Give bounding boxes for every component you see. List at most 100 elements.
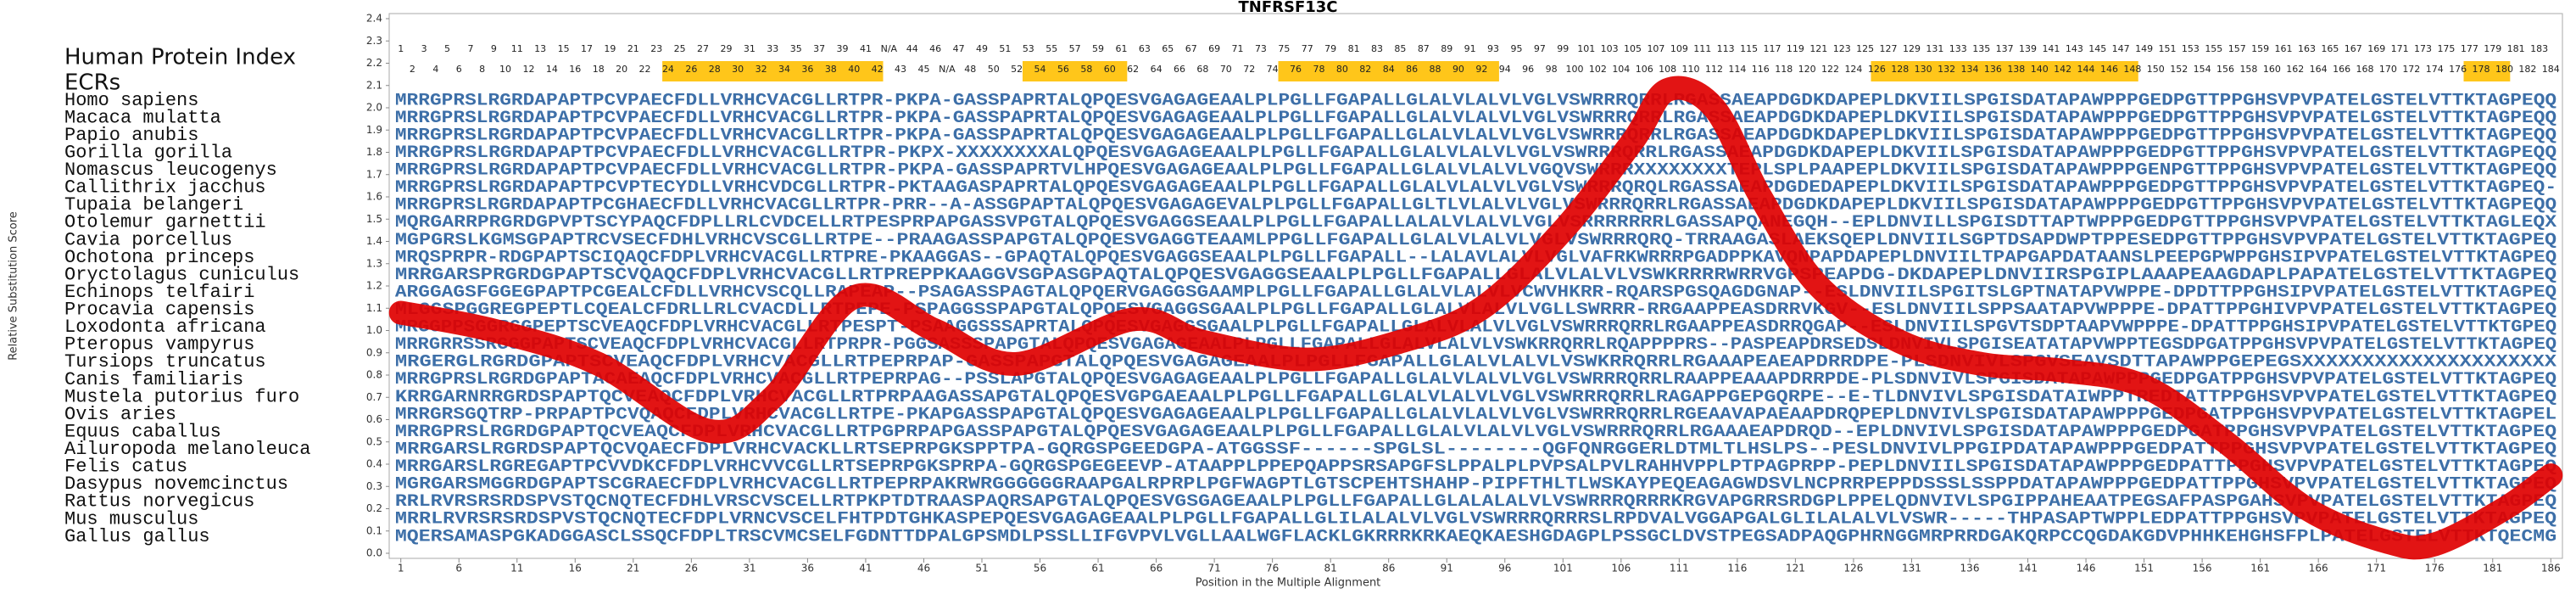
human-index: 5: [444, 43, 450, 54]
human-index: 167: [2345, 43, 2362, 54]
human-index: 180: [2495, 64, 2513, 75]
human-index: 130: [1915, 64, 1932, 75]
y-tick-label: 0.4: [366, 458, 382, 470]
species-name: Cavia porcellus: [64, 229, 232, 250]
x-tick-label: 146: [2077, 563, 2096, 574]
human-index: 177: [2461, 43, 2478, 54]
human-index: 68: [1196, 64, 1208, 75]
sequence: MQERSAMASPGKADGGASCLSSQCFDPLTRSCVMCSELFG…: [395, 527, 2556, 546]
x-tick-label: 141: [2018, 563, 2038, 574]
human-index: 49: [976, 43, 988, 54]
y-tick-label: 1.3: [366, 257, 382, 269]
x-tick-label: 126: [1843, 563, 1863, 574]
sequence: MRRGARSPRGRDGPAPTSCVQAQCFDPLVRHCVACGLLRT…: [395, 266, 2556, 285]
human-index: 144: [2077, 64, 2095, 75]
human-index: 86: [1406, 64, 1418, 75]
human-index: 15: [558, 43, 570, 54]
x-tick-label: 86: [1382, 563, 1395, 574]
y-tick-label: 0.5: [366, 435, 382, 447]
y-tick-label: 1.8: [366, 146, 382, 158]
x-tick-label: 161: [2250, 563, 2270, 574]
human-index: 138: [2007, 64, 2025, 75]
human-index: 46: [929, 43, 941, 54]
sequence: MRRGPRSLRGRDAPAPTPCGHAECFDLLVRHCVACGLLRT…: [395, 196, 2556, 216]
human-index: 100: [1566, 64, 1584, 75]
species-name: Canis familiaris: [64, 369, 243, 390]
human-index: 97: [1534, 43, 1546, 54]
human-index: 59: [1092, 43, 1104, 54]
x-tick-label: 66: [1150, 563, 1163, 574]
human-index: 162: [2286, 64, 2304, 75]
ecr-bar: [2463, 61, 2511, 81]
human-index: 113: [1717, 43, 1735, 54]
species-name: Gorilla gorilla: [64, 142, 232, 163]
x-tick-label: 171: [2367, 563, 2386, 574]
human-index: 152: [2170, 64, 2188, 75]
human-index: 83: [1371, 43, 1383, 54]
human-index: 106: [1636, 64, 1653, 75]
human-index: 183: [2530, 43, 2548, 54]
human-index: 40: [848, 64, 860, 75]
human-index: 151: [2159, 43, 2177, 54]
human-index: 69: [1208, 43, 1220, 54]
x-tick-label: 181: [2483, 563, 2502, 574]
human-index: 43: [895, 64, 906, 75]
x-tick-label: 56: [1034, 563, 1046, 574]
human-index: 66: [1174, 64, 1185, 75]
human-index: 121: [1809, 43, 1827, 54]
x-tick-label: 151: [2134, 563, 2154, 574]
human-index: 30: [732, 64, 744, 75]
human-index: 161: [2275, 43, 2293, 54]
human-index: 28: [709, 64, 721, 75]
sequence: MRRGPRSLRGRDAPAPTPCVPAECFDLLVRHCVACGLLRT…: [395, 126, 2556, 145]
human-index: 104: [1612, 64, 1630, 75]
human-index: 67: [1185, 43, 1197, 54]
species-name: Macaca mulatta: [64, 107, 221, 128]
human-index: 22: [639, 64, 651, 75]
sequence: MRRGRSGQTRP-PRPAPTPCVQAQCFDPLVRHCVACGLLR…: [395, 405, 2556, 424]
human-index: 184: [2542, 64, 2560, 75]
species-name: Ailuropoda melanoleuca: [64, 439, 310, 460]
x-tick-label: 46: [917, 563, 930, 574]
x-axis-label: Position in the Multiple Alignment: [1196, 577, 1381, 590]
y-tick-label: 0.8: [366, 369, 382, 381]
sequence: MRRGPRSLRGRDGPAPTQCVEAQCFDPLVRHCVACGLLRT…: [395, 423, 2556, 442]
human-index: 71: [1232, 43, 1244, 54]
human-index: 179: [2484, 43, 2501, 54]
human-index: 65: [1162, 43, 1174, 54]
sequence: MRRGPRSLRGRDAPAPTPCVPAECFDLLVRHCVACGLLRT…: [395, 109, 2556, 128]
human-index: 89: [1441, 43, 1452, 54]
human-index: 171: [2391, 43, 2409, 54]
x-tick-label: 81: [1324, 563, 1337, 574]
sequence: KRRGARNRRGRDSPAPTQCVEAQCFDPLVRHCVACGLLRT…: [395, 388, 2556, 407]
human-index: 1: [398, 43, 404, 54]
score-curve: [388, 76, 2563, 560]
human-index: 135: [1972, 43, 1990, 54]
human-index: 115: [1740, 43, 1758, 54]
human-index: 63: [1139, 43, 1151, 54]
human-index: 90: [1452, 64, 1464, 75]
species-name: Tursiops truncatus: [64, 351, 266, 373]
human-index: 29: [720, 43, 732, 54]
x-tick-label: 21: [627, 563, 639, 574]
human-index: 143: [2066, 43, 2083, 54]
human-index: 11: [511, 43, 523, 54]
human-index: 160: [2263, 64, 2281, 75]
human-index: 111: [1693, 43, 1711, 54]
human-index: 33: [767, 43, 778, 54]
species-name: Dasypus novemcinctus: [64, 474, 288, 495]
human-index: 13: [534, 43, 546, 54]
y-tick-label: 0.0: [366, 547, 382, 559]
y-tick-label: 0.9: [366, 346, 382, 358]
sequence: RRLRVRSRSRDSPVSTQCNQTECFDHLVRSCVSCELLRTP…: [395, 492, 2556, 512]
y-tick-label: 1.2: [366, 280, 382, 292]
human-index: 107: [1647, 43, 1664, 54]
human-index: N/A: [939, 64, 956, 75]
human-index: 172: [2402, 64, 2420, 75]
human-index: 39: [837, 43, 849, 54]
ecr-bar: [1022, 61, 1128, 81]
human-index: 122: [1821, 64, 1839, 75]
human-index: 19: [604, 43, 616, 54]
human-index: 64: [1151, 64, 1163, 75]
human-index: 17: [581, 43, 593, 54]
